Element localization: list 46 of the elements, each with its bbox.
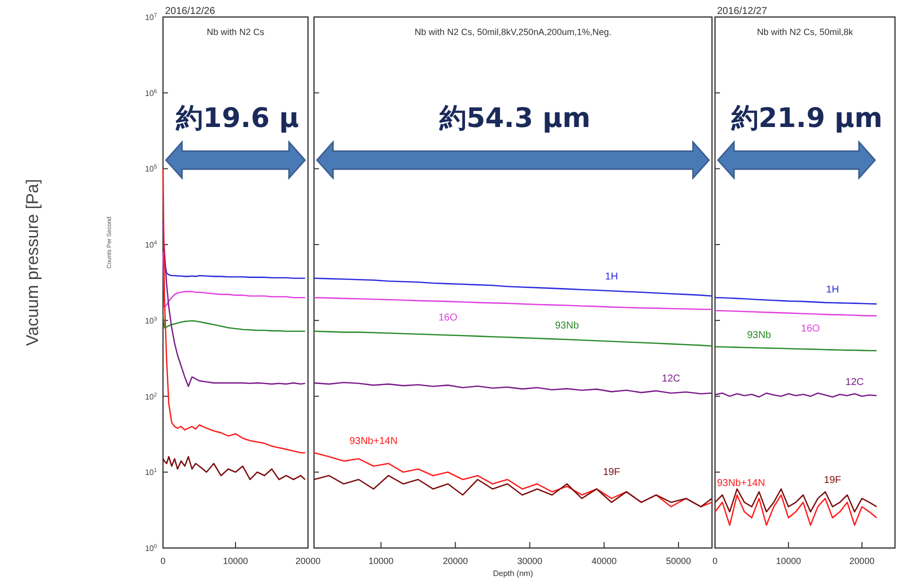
- x-tick-label: 0: [712, 556, 718, 566]
- line-series: [162, 221, 306, 388]
- line-series: [162, 168, 306, 454]
- y-tick-label: 10$^{2}$: [144, 392, 157, 402]
- line-series: [162, 456, 306, 480]
- y-tick-label: 10$^{7}$: [144, 13, 157, 22]
- y-tick-label: 10$^{5}$: [144, 164, 157, 174]
- y-tick-label: 10$^{6}$: [144, 88, 157, 98]
- x-tick-label: 40000: [592, 556, 617, 566]
- series-label: 12C: [662, 373, 680, 384]
- line-series: [162, 314, 306, 332]
- x-tick-label: 10000: [368, 556, 394, 566]
- annotation: 約21.9 μm: [730, 103, 883, 134]
- series-label: 93Nb: [554, 320, 580, 332]
- x-tick-label: 20000: [849, 556, 874, 566]
- x-tick-label: 20000: [295, 556, 321, 566]
- x-tick-label: 20000: [442, 556, 468, 566]
- x-tick-label: 30000: [517, 556, 542, 566]
- series-label: 19F: [824, 474, 842, 486]
- annotation: 約19.6 μ: [175, 103, 300, 134]
- y-tick-label: 10$^{4}$: [144, 240, 157, 250]
- x-axis-title: Depth (nm): [492, 569, 534, 578]
- x-tick-label: 50000: [666, 556, 692, 566]
- series-label: 19F: [602, 466, 620, 478]
- series-label: 93Nb: [747, 330, 772, 342]
- x-tick-label: 0: [160, 556, 166, 566]
- text: Nb with N2 Cs, 50mil,8kV,250nA,200um,1%,Neg.: [414, 27, 612, 37]
- series-label: 1H: [605, 271, 618, 282]
- series-label: 93Nb+14N: [716, 478, 766, 489]
- text: Nb with N2 Cs, 50mil,8k: [756, 27, 854, 37]
- x-tick-label: 10000: [222, 556, 248, 566]
- y-axis-title: Vacuum pressure [Pa]: [23, 179, 42, 346]
- annotation: 約54.3 μm: [438, 103, 591, 134]
- series-label: 12C: [845, 376, 864, 388]
- chart-title: 2016/12/26: [165, 6, 216, 17]
- x-tick-label: 10000: [776, 556, 801, 566]
- y-tick-label: 10$^{0}$: [144, 544, 157, 553]
- y-tick-label: 10$^{1}$: [144, 468, 157, 478]
- line-series: [162, 251, 306, 308]
- chart-title: 2016/12/27: [717, 6, 768, 17]
- y-tick-label: 10$^{3}$: [144, 316, 157, 326]
- series-label: 16O: [801, 324, 820, 335]
- text: Nb with N2 Cs: [206, 27, 265, 37]
- series-label: 93Nb+14N: [349, 436, 398, 447]
- series-label: 1H: [826, 284, 839, 296]
- series-label: 16O: [438, 312, 458, 324]
